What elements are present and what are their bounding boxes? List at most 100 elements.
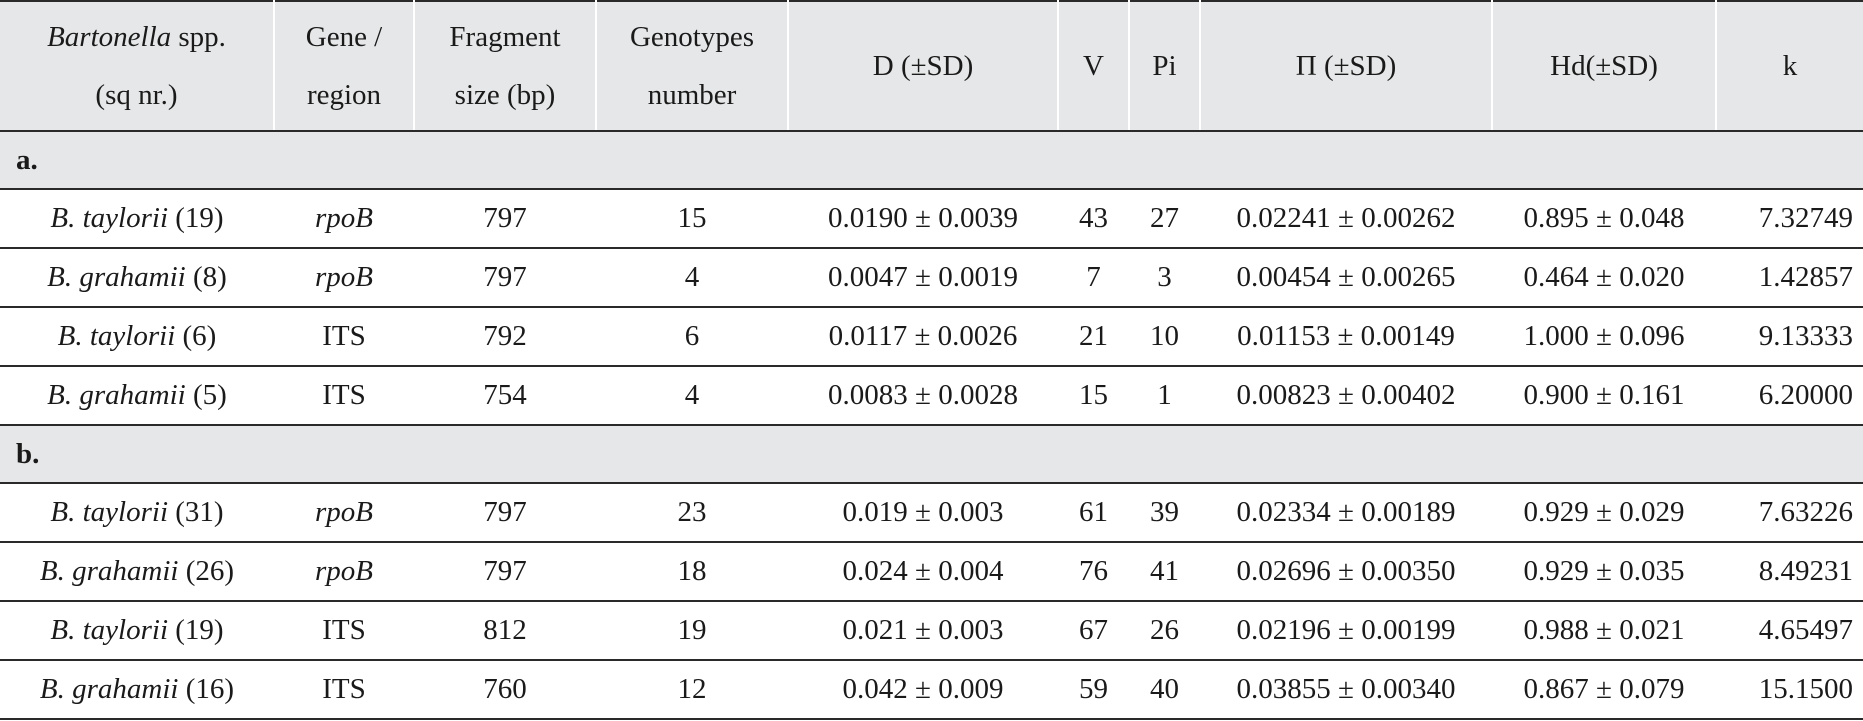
- section-label: b.: [0, 425, 1863, 484]
- d-cell: 0.0083 ± 0.0028: [788, 366, 1058, 426]
- species-name: B. grahamii: [47, 261, 186, 293]
- pi-cell: 39: [1129, 483, 1200, 543]
- section-row: b.: [0, 425, 1863, 484]
- fragment-size-cell: 754: [414, 366, 596, 426]
- header-d: D (±SD): [788, 0, 1059, 132]
- gene-region-cell: rpoB: [274, 248, 414, 308]
- header-species-sq: (sq nr.): [95, 79, 178, 111]
- hd-cell: 0.895 ± 0.048: [1492, 189, 1716, 249]
- gene-region-cell: ITS: [274, 307, 414, 367]
- section-row: a.: [0, 131, 1863, 190]
- v-cell: 21: [1058, 307, 1129, 367]
- table-row: B. taylorii (19) ITS 812 19 0.021 ± 0.003 67 2…: [0, 601, 1863, 661]
- pi-cell: 41: [1129, 542, 1200, 602]
- species-name: B. grahamii: [47, 379, 186, 411]
- genotypes-cell: 4: [596, 366, 788, 426]
- d-cell: 0.019 ± 0.003: [788, 483, 1058, 543]
- v-cell: 43: [1058, 189, 1129, 249]
- header-fragment-line2: size (bp): [454, 79, 556, 111]
- hd-cell: 0.929 ± 0.035: [1492, 542, 1716, 602]
- k-cell: 15.1500: [1716, 660, 1863, 720]
- table-row: B. grahamii (16) ITS 760 12 0.042 ± 0.009 59 4…: [0, 660, 1863, 720]
- v-cell: 76: [1058, 542, 1129, 602]
- header-genotypes-line1: Genotypes: [629, 21, 755, 53]
- species-name: B. grahamii: [39, 555, 179, 587]
- header-v: V: [1058, 0, 1130, 132]
- header-species-genus: Bartonella: [47, 21, 172, 53]
- header-gene-line2: region: [306, 79, 382, 111]
- species-cell: B. taylorii (19): [0, 189, 274, 249]
- k-cell: 7.63226: [1716, 483, 1863, 543]
- d-cell: 0.021 ± 0.003: [788, 601, 1058, 661]
- fragment-size-cell: 797: [414, 483, 596, 543]
- gene-region-cell: rpoB: [274, 483, 414, 543]
- table-row: B. taylorii (31) rpoB 797 23 0.019 ± 0.003 61…: [0, 483, 1863, 543]
- species-cell: B. taylorii (31): [0, 483, 274, 543]
- nucleotide-diversity-cell: 0.00454 ± 0.00265: [1200, 248, 1492, 308]
- genotypes-cell: 18: [596, 542, 788, 602]
- k-cell: 7.32749: [1716, 189, 1863, 249]
- v-cell: 7: [1058, 248, 1129, 308]
- header-genotypes-line2: number: [647, 79, 737, 111]
- hd-cell: 0.867 ± 0.079: [1492, 660, 1716, 720]
- species-name: B. taylorii: [50, 202, 169, 234]
- genotypes-cell: 23: [596, 483, 788, 543]
- pi-cell: 40: [1129, 660, 1200, 720]
- species-name: B. taylorii: [50, 614, 169, 646]
- table-body: a. B. taylorii (19) rpoB 797 15 0.0190 ± 0.00…: [0, 131, 1863, 720]
- header-species-spp: spp.: [171, 21, 226, 53]
- genotypes-cell: 6: [596, 307, 788, 367]
- nucleotide-diversity-cell: 0.02196 ± 0.00199: [1200, 601, 1492, 661]
- genotypes-cell: 15: [596, 189, 788, 249]
- gene-region-cell: rpoB: [274, 542, 414, 602]
- fragment-size-cell: 797: [414, 189, 596, 249]
- genotypes-cell: 19: [596, 601, 788, 661]
- v-cell: 15: [1058, 366, 1129, 426]
- species-name: B. grahamii: [39, 673, 179, 705]
- v-cell: 67: [1058, 601, 1129, 661]
- fragment-size-cell: 812: [414, 601, 596, 661]
- header-nucleotide-diversity: Π (±SD): [1200, 0, 1493, 132]
- genotypes-cell: 12: [596, 660, 788, 720]
- sequence-count: (19): [168, 202, 224, 234]
- species-cell: B. grahamii (5): [0, 366, 274, 426]
- pi-cell: 1: [1129, 366, 1200, 426]
- gene-region-cell: ITS: [274, 366, 414, 426]
- sequence-count: (6): [175, 320, 217, 352]
- header-genotypes: Genotypes number: [596, 0, 789, 132]
- d-cell: 0.024 ± 0.004: [788, 542, 1058, 602]
- species-name: B. taylorii: [50, 496, 169, 528]
- species-cell: B. grahamii (8): [0, 248, 274, 308]
- hd-cell: 0.929 ± 0.029: [1492, 483, 1716, 543]
- d-cell: 0.0047 ± 0.0019: [788, 248, 1058, 308]
- sequence-count: (5): [185, 379, 227, 411]
- table-row: B. grahamii (26) rpoB 797 18 0.024 ± 0.004 76…: [0, 542, 1863, 602]
- species-cell: B. taylorii (6): [0, 307, 274, 367]
- hd-cell: 0.988 ± 0.021: [1492, 601, 1716, 661]
- sequence-count: (8): [185, 261, 227, 293]
- table-header-row: Bartonella spp. (sq nr.) Gene / region F…: [0, 0, 1863, 132]
- k-cell: 8.49231: [1716, 542, 1863, 602]
- header-fragment: Fragment size (bp): [414, 0, 597, 132]
- species-cell: B. taylorii (19): [0, 601, 274, 661]
- nucleotide-diversity-cell: 0.02334 ± 0.00189: [1200, 483, 1492, 543]
- nucleotide-diversity-cell: 0.01153 ± 0.00149: [1200, 307, 1492, 367]
- d-cell: 0.0190 ± 0.0039: [788, 189, 1058, 249]
- header-fragment-line1: Fragment: [449, 21, 561, 53]
- header-k: k: [1716, 0, 1863, 132]
- sequence-count: (19): [168, 614, 224, 646]
- gene-region-cell: rpoB: [274, 189, 414, 249]
- k-cell: 4.65497: [1716, 601, 1863, 661]
- table-row: B. taylorii (19) rpoB 797 15 0.0190 ± 0.0039…: [0, 189, 1863, 249]
- header-pi: Pi: [1129, 0, 1201, 132]
- d-cell: 0.042 ± 0.009: [788, 660, 1058, 720]
- pi-cell: 26: [1129, 601, 1200, 661]
- species-cell: B. grahamii (16): [0, 660, 274, 720]
- hd-cell: 0.900 ± 0.161: [1492, 366, 1716, 426]
- k-cell: 1.42857: [1716, 248, 1863, 308]
- species-name: B. taylorii: [57, 320, 176, 352]
- species-cell: B. grahamii (26): [0, 542, 274, 602]
- header-gene: Gene / region: [274, 0, 415, 132]
- pi-cell: 27: [1129, 189, 1200, 249]
